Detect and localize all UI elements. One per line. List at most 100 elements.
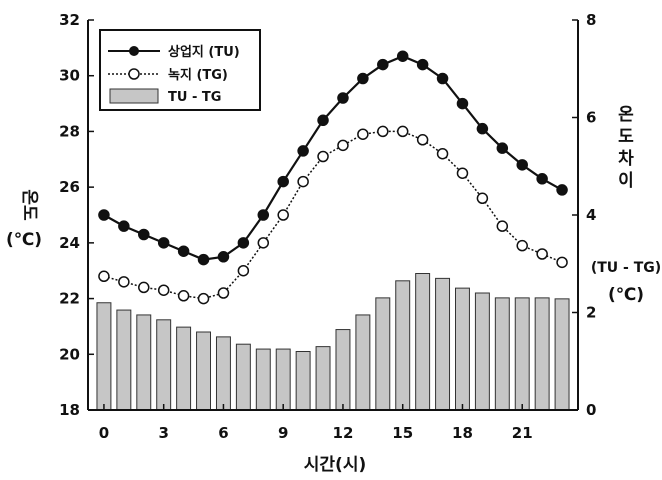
commercial-point xyxy=(516,159,528,171)
difference-bar xyxy=(415,273,431,411)
green-point xyxy=(516,239,528,252)
left-tick-label: 24 xyxy=(59,234,80,252)
commercial-point xyxy=(357,72,369,85)
right-axis-title-char: 이 xyxy=(618,171,634,191)
difference-bar xyxy=(315,346,331,411)
green-point xyxy=(476,192,489,205)
commercial-point xyxy=(118,220,130,232)
commercial-point xyxy=(197,253,210,266)
commercial-point xyxy=(456,97,469,110)
x-tick-label: 15 xyxy=(392,424,413,442)
x-tick-label: 6 xyxy=(218,424,228,442)
green-point xyxy=(98,270,110,283)
green-point xyxy=(257,237,270,249)
green-point xyxy=(377,125,389,138)
left-axis-title: 온도 xyxy=(19,189,39,221)
difference-bar xyxy=(554,298,570,411)
difference-bar xyxy=(196,331,212,411)
commercial-point xyxy=(98,209,110,221)
legend-label-commercial: 상업지 (TU) xyxy=(168,45,240,60)
green-point xyxy=(416,134,429,146)
difference-bar xyxy=(255,348,271,411)
difference-bar xyxy=(116,309,132,411)
difference-bar xyxy=(295,351,311,411)
green-point xyxy=(357,128,369,140)
x-tick-label: 0 xyxy=(99,424,109,442)
left-tick-label: 26 xyxy=(59,178,80,196)
right-axis-title-char: 온 xyxy=(618,105,634,125)
commercial-point xyxy=(257,209,270,221)
difference-bar xyxy=(156,319,172,411)
green-point xyxy=(496,220,509,232)
difference-bar xyxy=(275,348,291,411)
right-tick-label: 4 xyxy=(586,206,596,224)
commercial-point xyxy=(277,175,289,188)
legend-label-diff: TU - TG xyxy=(168,90,221,105)
difference-bar xyxy=(494,297,510,411)
green-point xyxy=(157,284,170,296)
left-tick-label: 22 xyxy=(59,290,80,308)
right-tick-label: 0 xyxy=(586,401,596,419)
commercial-point xyxy=(297,145,309,157)
left-tick-label: 32 xyxy=(59,11,80,29)
left-tick-label: 30 xyxy=(59,67,80,85)
commercial-point xyxy=(416,58,429,71)
difference-bars xyxy=(96,273,570,411)
x-tick-label: 12 xyxy=(333,424,354,442)
legend-label-green: 녹지 (TG) xyxy=(168,68,228,83)
commercial-point xyxy=(476,122,489,135)
x-tick-label: 3 xyxy=(158,424,168,442)
legend: 상업지 (TU) 녹지 (TG) TU - TG xyxy=(99,29,261,111)
commercial-point xyxy=(317,114,329,127)
commercial-point xyxy=(177,245,190,257)
difference-bar xyxy=(335,329,351,411)
right-tick-label: 2 xyxy=(586,304,596,322)
difference-bar xyxy=(215,336,231,411)
left-tick-label: 28 xyxy=(59,122,80,140)
green-point xyxy=(436,147,449,160)
right-axis-title-char: 차 xyxy=(618,149,634,169)
green-point xyxy=(556,256,568,269)
green-point xyxy=(456,167,469,179)
green-point xyxy=(297,175,309,188)
right-axis-sub: (TU - TG) xyxy=(591,260,661,276)
green-point xyxy=(138,281,150,294)
green-point xyxy=(177,290,190,302)
legend-swatch-diff xyxy=(109,88,159,104)
commercial-point xyxy=(536,173,548,185)
right-axis-unit: (℃) xyxy=(608,285,644,305)
difference-bar xyxy=(514,297,530,411)
left-tick-label: 20 xyxy=(59,345,80,363)
green-point xyxy=(337,139,349,152)
commercial-point xyxy=(377,58,389,71)
legend-marker-green xyxy=(128,68,140,80)
difference-bar xyxy=(355,314,371,411)
difference-bar xyxy=(375,297,391,411)
green-point xyxy=(396,125,409,138)
green-point xyxy=(217,287,230,299)
green-point xyxy=(277,209,289,221)
left-axis-unit: (℃) xyxy=(6,230,42,250)
commercial-point xyxy=(138,228,150,241)
commercial-point xyxy=(337,92,349,104)
difference-bar xyxy=(235,343,251,411)
left-tick-label: 18 xyxy=(59,401,80,419)
green-point xyxy=(237,264,250,277)
x-tick-label: 21 xyxy=(512,424,533,442)
right-axis-title-char: 도 xyxy=(618,127,634,147)
right-tick-label: 8 xyxy=(586,11,596,29)
green-point xyxy=(197,292,210,305)
axes xyxy=(87,19,579,411)
difference-bar xyxy=(455,287,470,411)
difference-bar xyxy=(534,297,550,411)
green-point xyxy=(118,276,130,288)
x-axis-title: 시간(시) xyxy=(304,455,366,475)
commercial-point xyxy=(396,50,409,62)
difference-bar xyxy=(474,292,490,411)
x-tick-label: 18 xyxy=(452,424,473,442)
commercial-point xyxy=(237,237,250,249)
commercial-point xyxy=(436,72,449,85)
